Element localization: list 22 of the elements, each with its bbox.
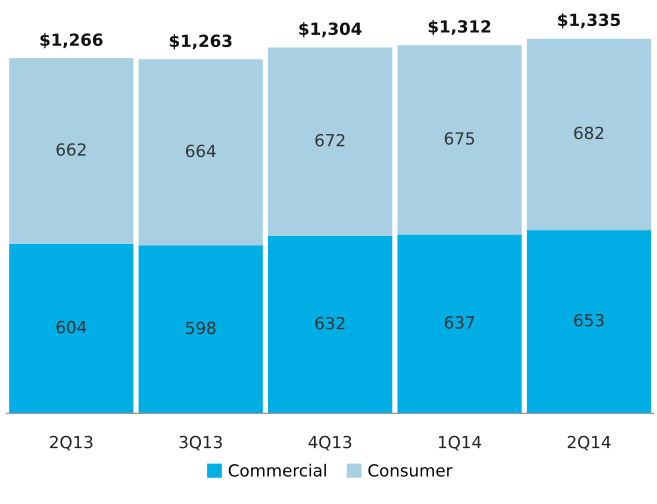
data-label: 598 [186,322,216,334]
legend-label: Consumer [368,464,452,477]
x-tick-label: 2Q14 [568,436,611,450]
data-label: 653 [574,314,604,327]
data-label: 662 [56,143,86,156]
data-label: 682 [574,126,604,140]
x-tick-label: 2Q13 [50,436,92,450]
data-label: 664 [186,144,216,158]
x-tick-label: 1Q14 [438,436,482,450]
x-tick-label: 4Q13 [308,436,352,450]
data-label: 637 [444,316,474,329]
data-label: 632 [315,316,344,330]
total-label: $1,312 [428,20,490,35]
total-label: $1,266 [40,33,103,48]
total-label: $1,263 [170,34,232,50]
x-tick-label: 3Q13 [180,436,222,450]
total-label: $1,335 [558,13,620,28]
data-label: 675 [444,132,474,145]
total-label: $1,304 [299,22,362,38]
data-label: 604 [56,320,86,334]
legend-label: Commercial [228,464,326,477]
data-label: 672 [315,134,344,147]
